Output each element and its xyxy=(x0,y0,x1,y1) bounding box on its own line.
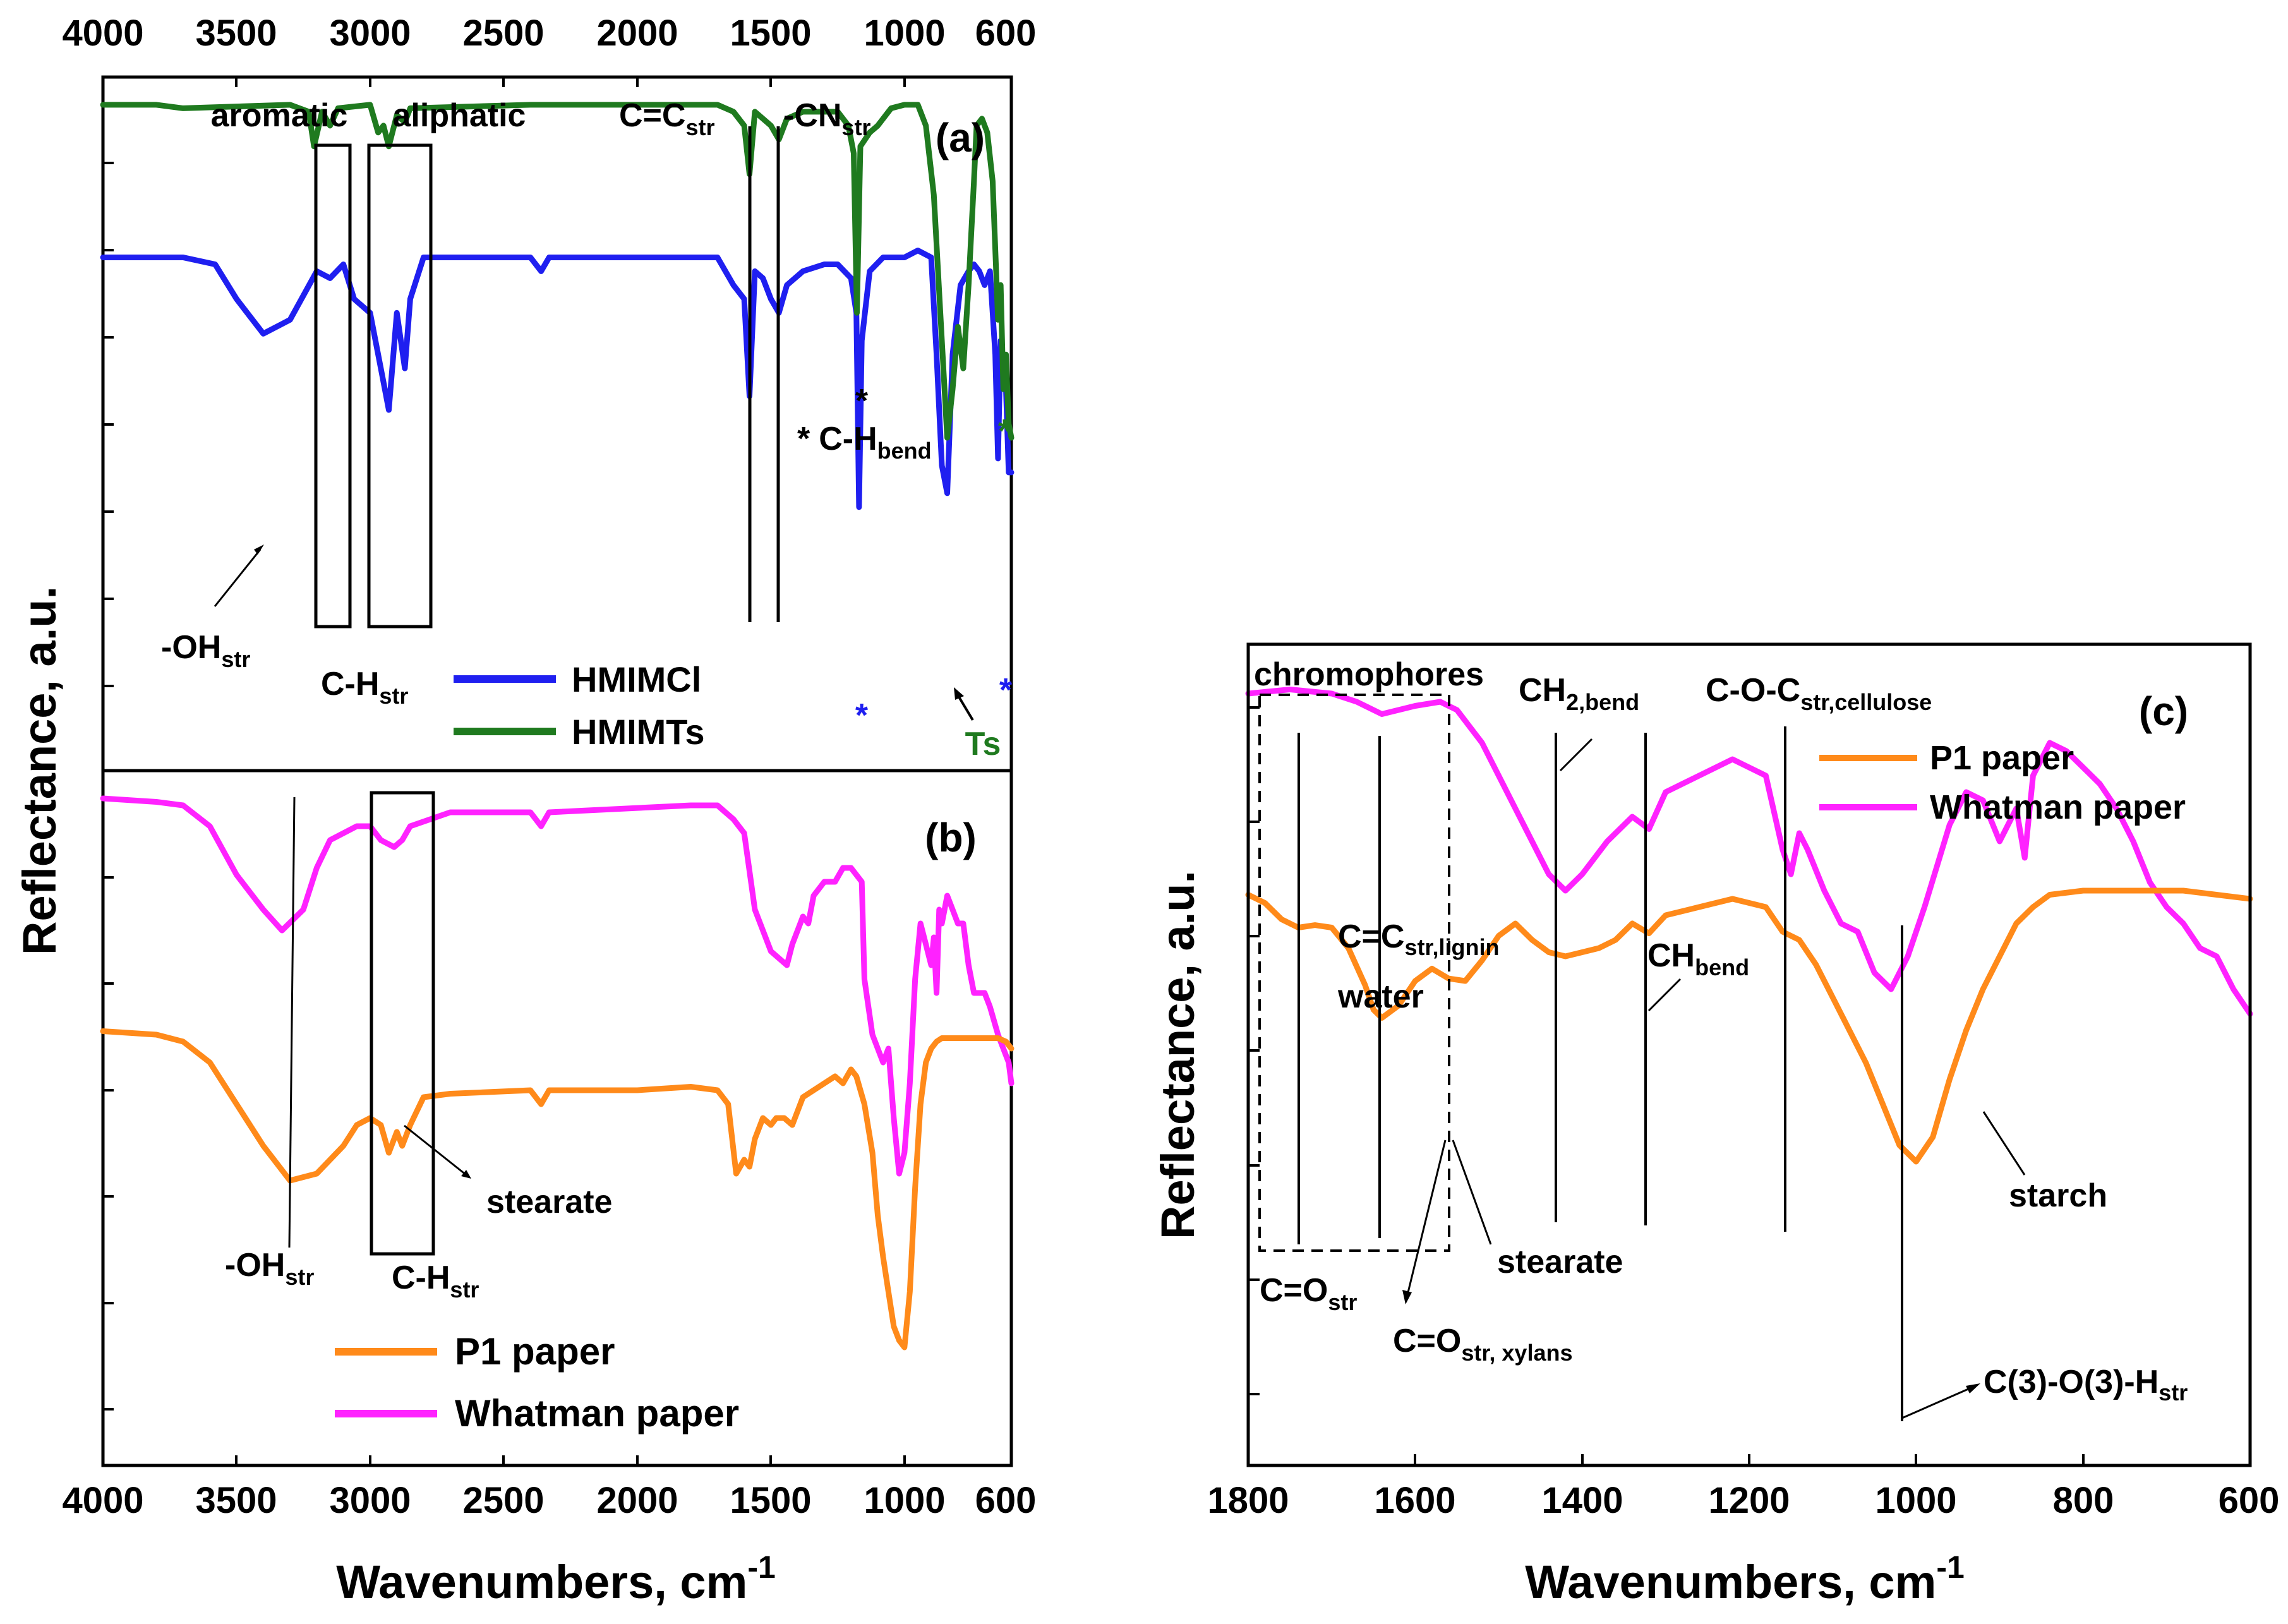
panel-c-tag: (c) xyxy=(2139,689,2188,734)
aliphatic-label: aliphatic xyxy=(393,97,526,134)
star-marker-blue-2: * xyxy=(999,672,1013,709)
left-bottom-tick-labels: 4000 3500 3000 2500 2000 1500 1000 600 xyxy=(62,1480,1036,1521)
stearate-arrow-b xyxy=(404,1124,467,1176)
tick-label: 3000 xyxy=(329,13,411,54)
panel-a-tag: (a) xyxy=(936,115,985,160)
ts-label: Ts xyxy=(965,726,1001,762)
right-tick-labels: 1800 1600 1400 1200 1000 800 600 xyxy=(1207,1480,2279,1521)
tick-label: 3000 xyxy=(329,1480,411,1521)
tick-label: 3500 xyxy=(195,1480,277,1521)
left-y-axis-title: Reflectance, a.u. xyxy=(13,586,66,955)
ts-arrowhead xyxy=(954,687,964,700)
tick-label: 1400 xyxy=(1541,1480,1623,1521)
cc-label: C=Cstr xyxy=(619,97,715,140)
tick-label: 1000 xyxy=(1875,1480,1956,1521)
legend-label-p1-c: P1 paper xyxy=(1930,739,2074,777)
aromatic-label: aromatic xyxy=(211,97,348,134)
tick-label: 1800 xyxy=(1207,1480,1289,1521)
legend-label-whatman-c: Whatman paper xyxy=(1930,788,2186,826)
oh-marker-line-b xyxy=(288,797,296,1248)
oh-arrowhead-a xyxy=(254,544,264,555)
legend-b: P1 paper Whatman paper xyxy=(335,1330,739,1435)
ch-label-a: C-Hstr xyxy=(321,666,408,709)
cc-lignin-label: C=Cstr,lignin xyxy=(1338,918,1500,960)
chromophores-box xyxy=(1258,694,1450,1252)
right-ticks xyxy=(1247,706,2085,1465)
ch-bend-label: * C-Hbend xyxy=(797,421,932,464)
right-y-axis-title: Reflectance, a.u. xyxy=(1152,870,1204,1239)
water-label: water xyxy=(1337,978,1424,1015)
legend-label-p1: P1 paper xyxy=(455,1330,615,1373)
tick-label: 800 xyxy=(2053,1480,2114,1521)
starch-arrow xyxy=(1982,1111,2026,1176)
tick-label: 1600 xyxy=(1374,1480,1455,1521)
series-line-a-hmimcl xyxy=(100,248,1015,510)
stearate-label-b: stearate xyxy=(486,1184,612,1220)
tick-label: 600 xyxy=(975,13,1037,54)
star-marker-blue-1: * xyxy=(855,697,869,734)
ch2-label: CH2,bend xyxy=(1519,672,1639,715)
ch-bend-arrow xyxy=(1647,978,1682,1012)
legend-a: HMIMCl HMIMTs xyxy=(454,659,705,752)
right-x-axis-title: Wavenumbers, cm-1 xyxy=(1525,1549,1965,1608)
left-top-tick-labels: 4000 3500 3000 2500 2000 1500 1000 600 xyxy=(62,13,1036,54)
series-line-b-whatman-paper xyxy=(100,795,1015,1177)
oh-arrow-a xyxy=(214,549,262,607)
co-xylans-arrow xyxy=(1406,1140,1447,1296)
tick-label: 2000 xyxy=(596,1480,678,1521)
c3-arrowhead xyxy=(1966,1383,1980,1393)
aliphatic-box xyxy=(367,143,433,629)
stearate-arrow-c xyxy=(1452,1140,1492,1245)
co-xylans-arrowhead xyxy=(1402,1290,1412,1304)
starch-label: starch xyxy=(2009,1177,2107,1214)
star-marker-green: * xyxy=(998,413,1011,450)
ch-bend-label-c: CHbend xyxy=(1647,937,1749,980)
stearate-arrowhead-b xyxy=(461,1170,471,1179)
legend-label-hmimts: HMIMTs xyxy=(572,712,705,752)
tick-label: 600 xyxy=(2219,1480,2280,1521)
tick-label: 1500 xyxy=(730,1480,811,1521)
series-line-c-whatman-paper xyxy=(1245,687,2253,1017)
series-line-a-hmimts xyxy=(100,102,1015,441)
coc-label: C-O-Cstr,cellulose xyxy=(1706,672,1932,715)
legend-label-whatman: Whatman paper xyxy=(455,1392,739,1435)
legend-c: P1 paper Whatman paper xyxy=(1819,739,2186,826)
tick-label: 4000 xyxy=(62,13,143,54)
panel-b-frame xyxy=(101,769,1013,1467)
ch2-arrow xyxy=(1559,738,1593,772)
panel-b-tag: (b) xyxy=(925,815,977,860)
aromatic-box xyxy=(314,143,352,629)
tick-label: 1000 xyxy=(864,13,945,54)
curves xyxy=(100,102,2253,1350)
left-ticks xyxy=(102,77,906,1465)
tick-label: 1500 xyxy=(730,13,811,54)
tick-label: 2500 xyxy=(462,13,544,54)
ch-label-b: C-Hstr xyxy=(392,1260,479,1302)
oh-label-a: -OHstr xyxy=(161,629,250,672)
ts-arrow xyxy=(956,694,974,721)
left-x-axis-title: Wavenumbers, cm-1 xyxy=(336,1549,776,1608)
c3-arrow xyxy=(1901,1385,1975,1419)
oh-label-b: -OHstr xyxy=(225,1247,314,1290)
ch-box-b xyxy=(370,791,435,1256)
legend-label-hmimcl: HMIMCl xyxy=(572,659,701,699)
stearate-label-c: stearate xyxy=(1497,1244,1623,1280)
c3-label: C(3)-O(3)-Hstr xyxy=(1984,1364,2188,1405)
chromophores-label: chromophores xyxy=(1254,656,1484,693)
tick-label: 1200 xyxy=(1708,1480,1790,1521)
tick-label: 2500 xyxy=(462,1480,544,1521)
cn-label: -CNstr xyxy=(783,97,870,140)
co-xylans-label: C=Ostr, xylans xyxy=(1393,1323,1573,1366)
tick-label: 600 xyxy=(975,1480,1037,1521)
tick-label: 2000 xyxy=(596,13,678,54)
co-label: C=Ostr xyxy=(1260,1272,1357,1315)
star-marker-hmimts: * xyxy=(855,383,869,419)
tick-label: 1000 xyxy=(864,1480,945,1521)
tick-label: 3500 xyxy=(195,13,277,54)
tick-label: 4000 xyxy=(62,1480,143,1521)
